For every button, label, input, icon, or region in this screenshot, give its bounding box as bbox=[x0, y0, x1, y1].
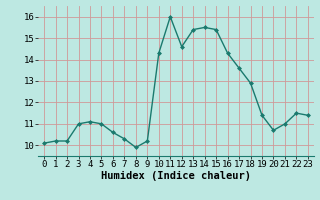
X-axis label: Humidex (Indice chaleur): Humidex (Indice chaleur) bbox=[101, 171, 251, 181]
